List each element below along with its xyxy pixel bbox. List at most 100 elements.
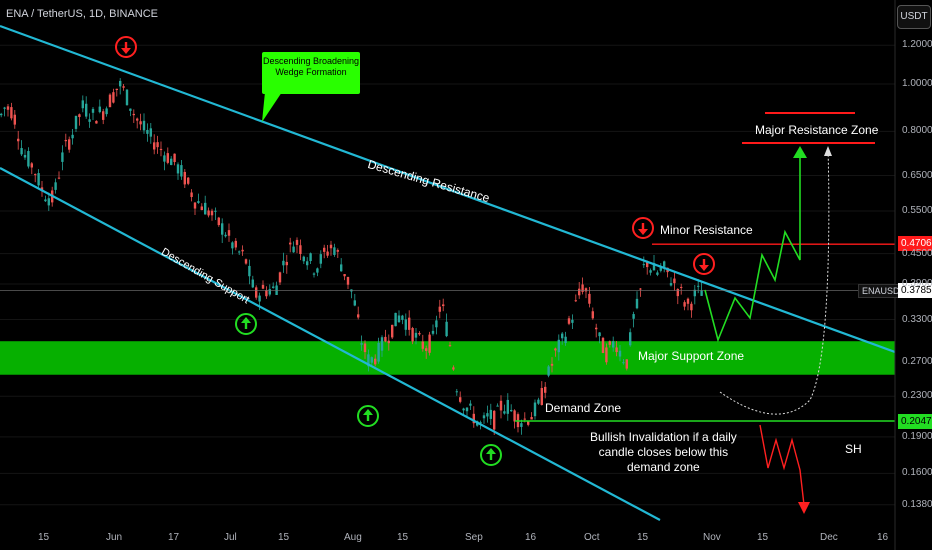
candle: [452, 365, 455, 371]
candle: [244, 258, 248, 265]
y-tick-label: 1.0000: [902, 78, 932, 89]
candle: [472, 406, 475, 428]
candle: [210, 208, 214, 221]
candle: [404, 313, 407, 336]
candle: [214, 207, 217, 221]
candle: [227, 223, 231, 242]
candle: [139, 113, 142, 131]
y-tick-label: 0.5500: [902, 205, 932, 216]
candle: [207, 207, 210, 218]
candle: [343, 274, 346, 281]
x-tick-label: Oct: [584, 532, 600, 543]
candle: [397, 310, 401, 324]
current-price-tag: 0.3785: [898, 283, 932, 298]
candle: [231, 241, 234, 255]
x-tick-label: 15: [278, 532, 290, 543]
candle: [448, 341, 452, 347]
candle: [564, 331, 567, 346]
candle: [680, 283, 683, 295]
candle: [625, 359, 628, 371]
candle: [537, 397, 540, 405]
candle: [340, 258, 343, 272]
candle: [540, 381, 543, 406]
candle: [418, 331, 421, 336]
candle: [115, 88, 118, 97]
candle: [506, 393, 509, 421]
y-tick-label: 0.3300: [902, 313, 932, 325]
candle: [292, 241, 295, 253]
candle: [533, 399, 537, 420]
candle: [102, 108, 105, 125]
candle: [176, 162, 180, 180]
candle: [557, 334, 560, 361]
buy-signal-icon: [235, 313, 257, 335]
candle: [323, 244, 326, 259]
candle: [618, 345, 622, 362]
candle: [193, 202, 197, 215]
candle: [20, 140, 23, 156]
y-tick-label: 0.1600: [902, 467, 932, 479]
candle: [122, 83, 125, 91]
candle: [30, 162, 33, 175]
y-tick-label: 0.2300: [902, 390, 932, 402]
candle: [312, 272, 316, 278]
candle: [170, 156, 173, 166]
candle: [459, 391, 462, 404]
candle: [571, 314, 574, 329]
candle: [329, 240, 333, 256]
candle: [255, 285, 258, 300]
candle: [663, 260, 666, 273]
candle: [183, 169, 186, 188]
x-tick-label: 15: [637, 532, 649, 543]
candle: [561, 332, 564, 345]
candle: [353, 293, 356, 307]
candle: [241, 245, 244, 256]
candle: [221, 218, 224, 244]
candle: [61, 145, 64, 171]
candle: [74, 115, 78, 132]
currency-button[interactable]: USDT: [897, 5, 931, 29]
candle: [159, 141, 163, 157]
candle: [197, 193, 200, 204]
candle: [642, 256, 645, 268]
candle: [673, 270, 676, 291]
candle: [78, 113, 81, 126]
x-tick-label: Sep: [465, 532, 483, 543]
candle: [265, 286, 268, 299]
candle: [44, 195, 47, 202]
candle: [149, 123, 152, 144]
candle: [88, 113, 91, 128]
candle: [469, 400, 472, 411]
bearish-projection: [759, 424, 805, 506]
candle: [346, 276, 350, 289]
x-tick-label: Nov: [703, 532, 721, 543]
candle: [64, 133, 67, 147]
candle: [455, 388, 458, 396]
candle: [54, 178, 57, 194]
candle: [95, 120, 98, 124]
x-tick-label: Jul: [224, 532, 237, 543]
candle: [530, 412, 533, 420]
candle: [520, 419, 523, 435]
dotted-projection-arrowhead: [824, 146, 832, 156]
candle: [581, 277, 584, 295]
candle: [612, 336, 615, 352]
candle: [639, 288, 642, 297]
candle: [71, 129, 74, 145]
candle: [595, 323, 598, 338]
candle: [489, 403, 492, 426]
candle: [163, 151, 166, 171]
y-tick-label: 0.4500: [902, 247, 932, 259]
candle: [635, 291, 639, 310]
candle: [380, 335, 384, 357]
candle: [374, 354, 377, 367]
candle: [622, 359, 625, 365]
candle: [224, 232, 227, 238]
candle: [238, 250, 241, 256]
candle: [98, 99, 101, 114]
candle: [656, 270, 659, 277]
candle: [119, 78, 122, 95]
candle: [112, 88, 115, 104]
candle: [377, 337, 380, 364]
